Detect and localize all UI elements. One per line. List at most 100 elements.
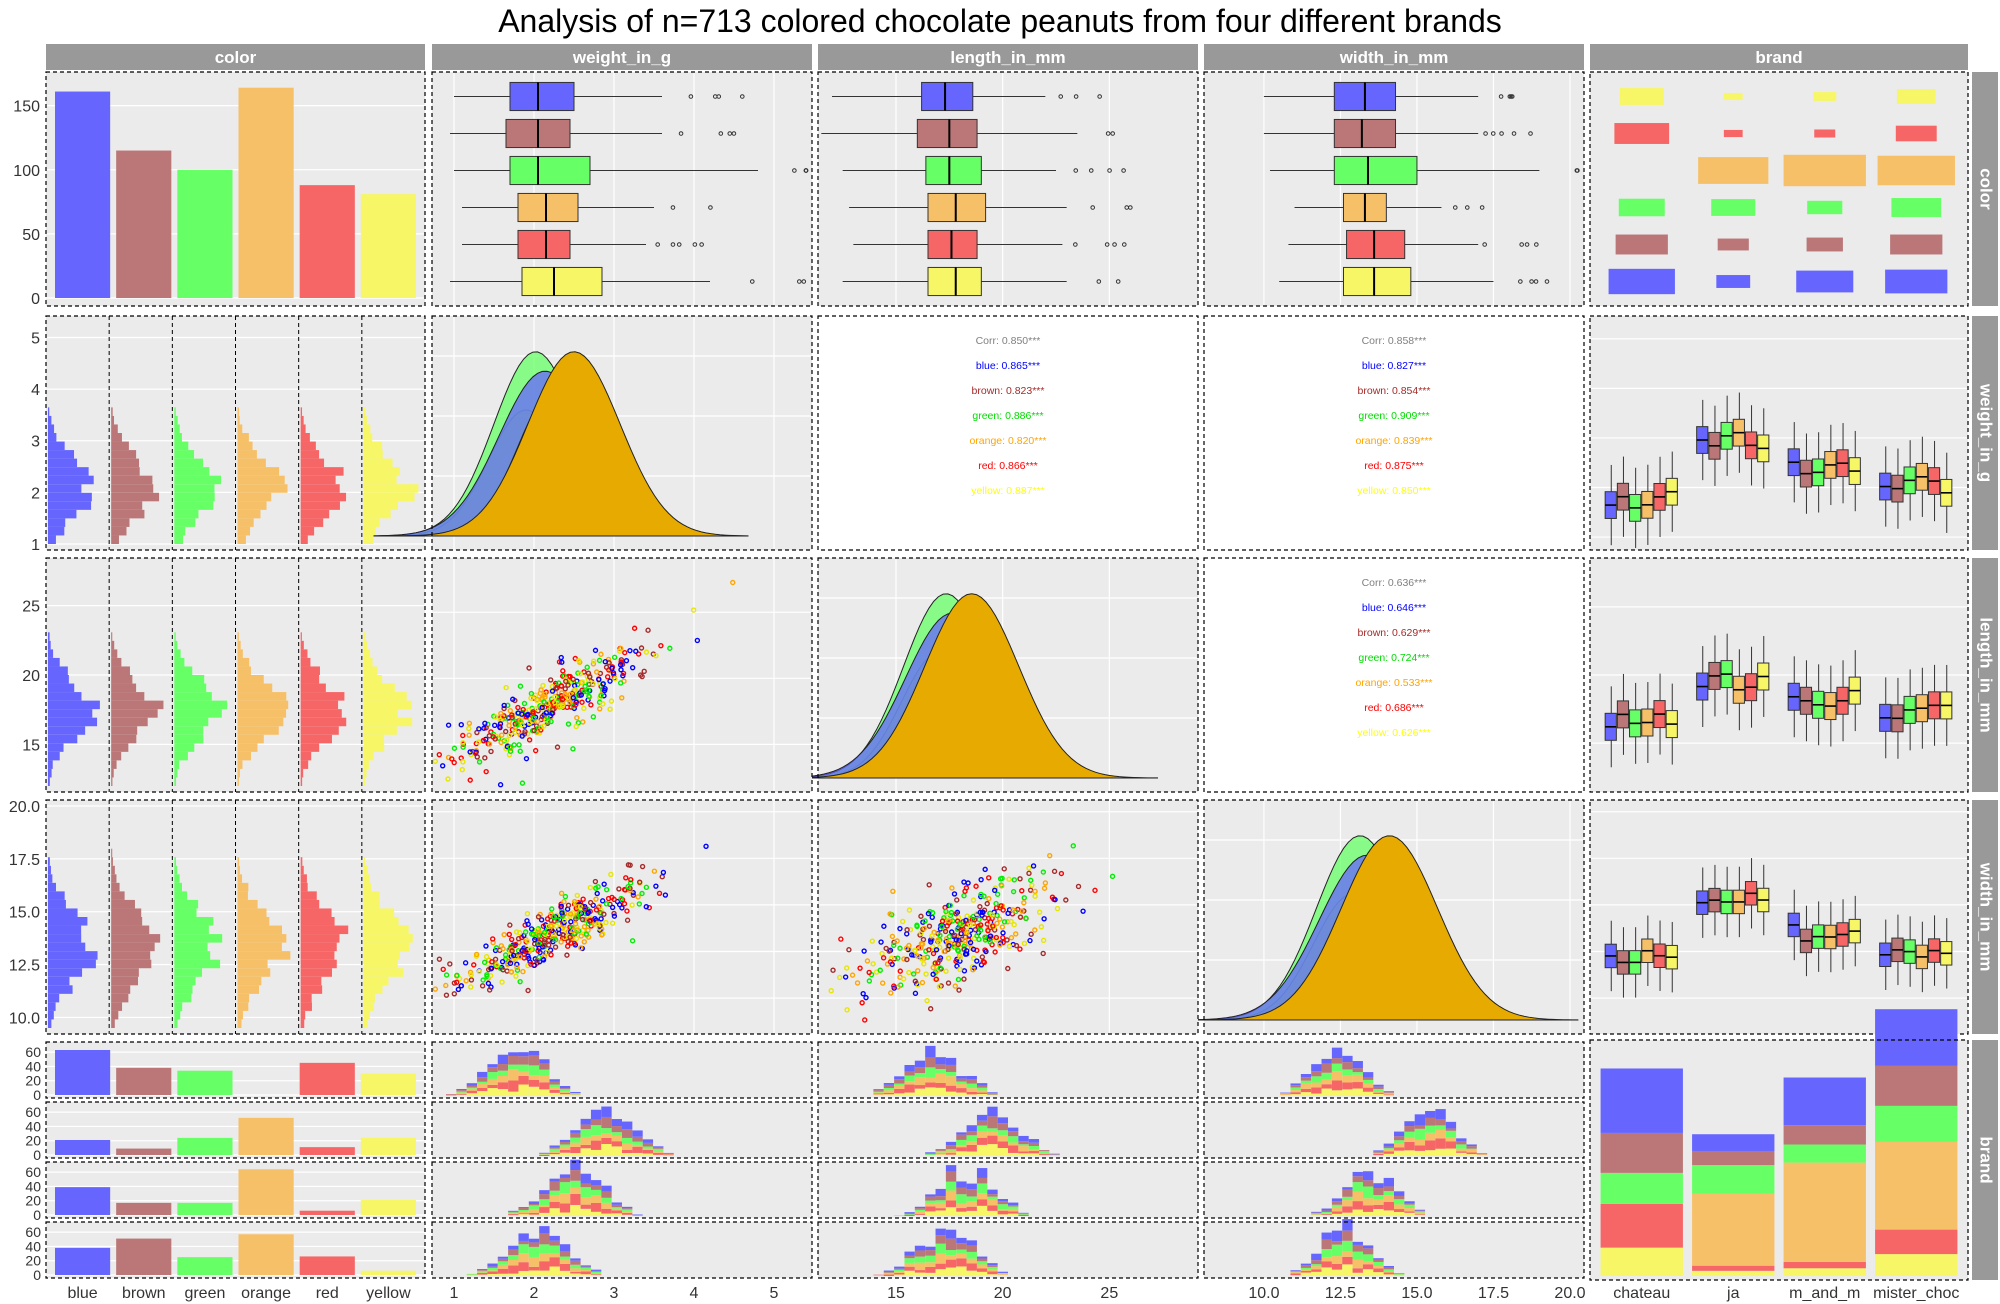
stacked-bar-segment [1783,1144,1866,1163]
hist-bar [111,450,137,459]
hist-segment [987,1116,998,1129]
scatter-point [954,963,960,969]
outlier [655,242,660,247]
outlier [1509,94,1515,99]
stacked-bar-segment [1783,1162,1866,1262]
correlation-label: Corr: 0.850*** [976,335,1041,347]
hist-segment [1342,1206,1353,1213]
hist-segment [570,1170,581,1181]
hist-segment [1321,1261,1332,1268]
scatter-point [530,709,536,715]
hist-segment [935,1153,946,1155]
hist-segment [1383,1094,1394,1096]
hist-segment [935,1087,946,1096]
scatter-point [618,657,625,663]
scatter-point [936,939,942,945]
scatter-point [973,883,979,889]
scatter-point [939,918,946,924]
hist-bar [237,467,280,476]
scatter-point [920,936,927,943]
scatter-point [958,927,964,933]
scatter-point [1038,924,1045,930]
hist-bar [363,959,398,969]
hist-segment [518,1056,529,1065]
hist-segment [508,1245,519,1250]
hist-segment [1362,1261,1374,1265]
hist-segment [653,1146,664,1148]
hist-segment [997,1141,1008,1149]
hist-segment [487,1271,498,1274]
outlier [699,242,704,247]
scatter-point [525,921,531,927]
scatter-point [572,921,579,927]
scatter-point [970,946,977,952]
hist-segment [1331,1058,1343,1064]
hist-segment [914,1270,926,1273]
scatter-point [997,916,1003,922]
scatter-point [524,910,531,917]
y-tick-label: 5 [31,330,40,347]
hist-segment [945,1145,957,1150]
hist-bar [48,657,60,667]
hist-segment [997,1130,1008,1136]
hist-segment [966,1088,977,1092]
hist-bar [48,649,54,658]
hist-segment [549,1087,560,1090]
hist-segment [1352,1251,1363,1260]
hist-segment [1362,1083,1374,1088]
scatter-point [516,742,522,748]
hist-segment [1352,1241,1363,1245]
hist-segment [559,1089,571,1092]
hist-segment [966,1189,977,1197]
scatter-point [1011,921,1017,928]
hist-segment [1373,1272,1384,1276]
hist-segment [487,1267,498,1271]
hist-segment [1331,1090,1343,1096]
scatter-point [957,921,963,927]
hist-segment [1414,1114,1426,1126]
hist-bar [237,692,287,701]
scatter-point [549,906,555,912]
hist-segment [549,1190,560,1196]
scatter-point [561,673,567,679]
hist-segment [1342,1189,1353,1197]
panel-border [817,799,1199,1035]
scatter-point [585,910,591,916]
column-strip [46,44,425,70]
hist-segment [477,1087,488,1092]
hist-bar [111,734,137,744]
hist-segment [508,1273,519,1276]
hist-segment [1383,1153,1394,1156]
hist-segment [1352,1259,1363,1269]
hist-segment [549,1195,560,1202]
panel-border [431,557,813,793]
hist-segment [997,1199,1008,1202]
scatter-point [594,921,601,927]
scatter-point [577,903,584,910]
hist-bar [363,925,409,935]
hist-bar [174,865,178,875]
y-tick-label: 4 [31,382,40,399]
hist-segment [487,1273,498,1276]
scatter-point [466,720,473,727]
hist-bar [237,441,253,451]
scatter-point [982,866,988,873]
scatter-point [989,912,995,918]
hist-segment [590,1269,602,1271]
column-strip [1590,44,1968,70]
scatter-point [992,887,998,894]
scatter-point [645,627,651,633]
scatter-point [639,890,645,897]
outlier [1464,205,1470,210]
hist-bar [237,666,251,675]
scatter-point [467,969,474,976]
scatter-point [532,747,539,754]
hist-segment [945,1141,957,1146]
scatter-point [638,645,645,651]
hist-bar [174,657,185,667]
scatter-point [570,676,576,682]
outlier [1482,242,1487,247]
outlier [731,131,737,136]
hist-bar [111,467,140,476]
hist-bar [363,683,395,693]
